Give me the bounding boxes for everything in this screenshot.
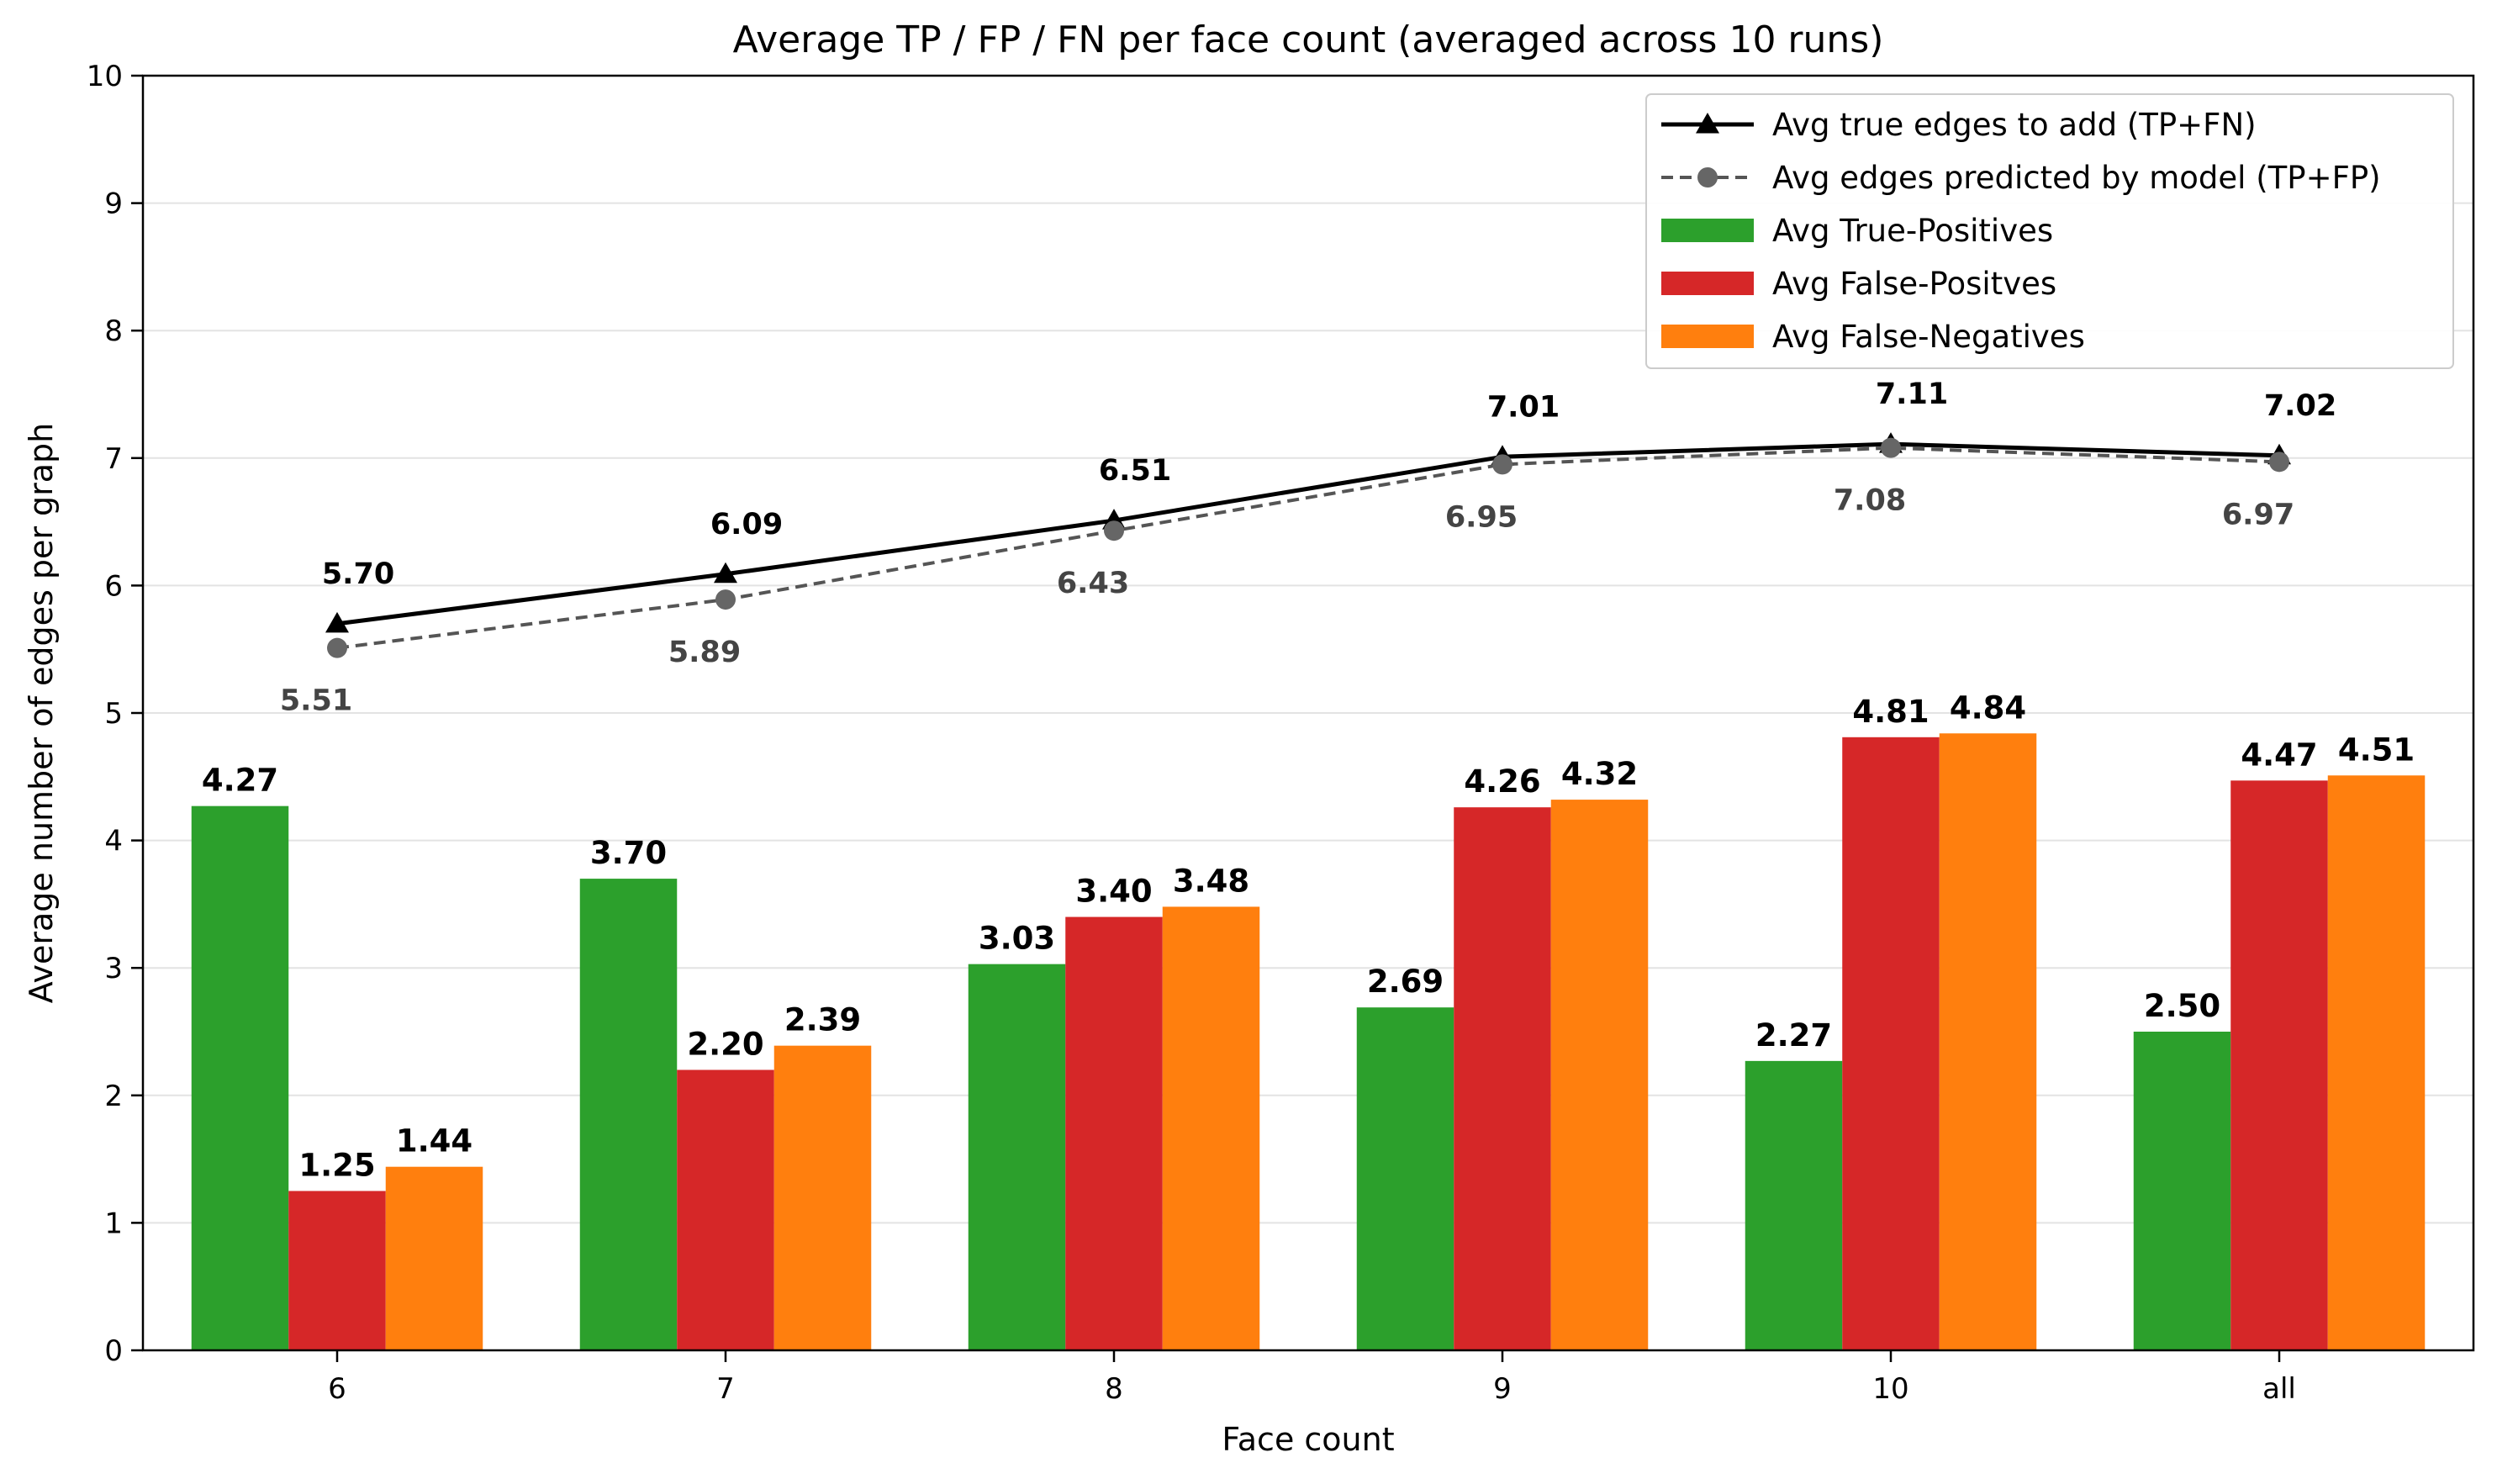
- y-tick-label: 4: [104, 825, 123, 858]
- point-marker: [325, 611, 349, 633]
- bar-value-label: 4.27: [202, 763, 278, 799]
- series-line: [336, 441, 2280, 626]
- grid-lines: [143, 202, 2473, 1224]
- line-value-label: 7.11: [1876, 378, 1948, 411]
- legend-color-swatch: [1661, 219, 1754, 242]
- x-tick-label: 7: [716, 1372, 735, 1406]
- bar: [2230, 780, 2328, 1350]
- y-tick-label: 8: [104, 314, 123, 348]
- bar: [1939, 733, 2037, 1350]
- bar: [385, 1166, 483, 1350]
- bar: [1162, 906, 1260, 1350]
- bar-value-label: 3.48: [1173, 863, 1249, 899]
- line-value-label: 6.97: [2222, 498, 2294, 531]
- bars: [191, 733, 2426, 1350]
- bar: [2133, 1032, 2231, 1350]
- y-tick-label: 6: [104, 569, 123, 603]
- bar: [288, 1191, 386, 1350]
- bar-value-label: 2.39: [784, 1002, 861, 1038]
- point-marker: [715, 589, 736, 610]
- data-labels: 4.27 3.70 3.03 2.69 2.27 2.50 1.25 2.20 3.40 4.26…: [202, 378, 2415, 1183]
- series-line: [336, 446, 2280, 650]
- bar-value-label: 1.25: [298, 1148, 375, 1184]
- y-axis-label: Average number of edges per graph: [23, 423, 60, 1004]
- y-tick-label: 2: [104, 1080, 123, 1113]
- x-tick-label: all: [2262, 1372, 2296, 1406]
- series-lines: [325, 432, 2291, 658]
- bar: [1454, 807, 1551, 1350]
- bar: [191, 805, 289, 1350]
- chart-title: Average TP / FP / FN per face count (ave…: [733, 18, 1884, 61]
- legend-color-swatch: [1661, 272, 1754, 295]
- bar-value-label: 4.32: [1561, 756, 1638, 792]
- bar-value-label: 4.26: [1464, 763, 1540, 800]
- bar-value-label: 4.81: [1852, 694, 1929, 730]
- bar-value-label: 4.47: [2241, 737, 2317, 773]
- bar: [579, 879, 678, 1350]
- point-marker: [2269, 452, 2289, 473]
- bar: [968, 964, 1066, 1350]
- x-tick-label: 10: [1872, 1372, 1908, 1406]
- legend: Avg true edges to add (TP+FN) Avg edges p…: [1645, 93, 2454, 369]
- line-value-label: 6.09: [710, 508, 783, 541]
- line-value-label: 6.95: [1445, 500, 1518, 534]
- point-marker: [714, 562, 737, 584]
- bar-value-label: 4.51: [2338, 731, 2415, 768]
- point-marker: [327, 637, 347, 658]
- line-value-label: 6.43: [1057, 567, 1129, 600]
- legend-entry-label: Avg True-Positives: [1772, 213, 2053, 249]
- legend-color-swatch: [1661, 325, 1754, 348]
- bar-value-label: 1.44: [396, 1123, 472, 1159]
- bar: [1842, 737, 1940, 1350]
- legend-entry-label: Avg False-Positves: [1772, 266, 2056, 302]
- point-marker: [1104, 520, 1124, 541]
- bar-value-label: 4.84: [1950, 689, 2026, 726]
- bar-value-label: 2.20: [687, 1026, 763, 1062]
- bar: [677, 1069, 774, 1350]
- y-tick-label: 9: [104, 187, 123, 221]
- bar-value-label: 3.40: [1075, 874, 1152, 910]
- bar: [1065, 916, 1163, 1350]
- x-tick-label: 6: [328, 1372, 346, 1406]
- line-value-label: 5.70: [322, 557, 394, 591]
- legend-entry-label: Avg False-Negatives: [1772, 319, 2085, 355]
- bar: [1745, 1060, 1843, 1350]
- bar: [1356, 1007, 1454, 1350]
- y-tick-label: 1: [104, 1207, 123, 1240]
- line-value-label: 6.51: [1099, 454, 1171, 488]
- line-value-label: 7.02: [2264, 389, 2336, 423]
- y-tick-label: 0: [104, 1334, 123, 1368]
- bar-value-label: 3.03: [979, 921, 1055, 957]
- y-tick-label: 3: [104, 952, 123, 985]
- line-value-label: 5.89: [668, 636, 741, 669]
- y-tick-label: 5: [104, 697, 123, 731]
- y-tick-label: 10: [87, 60, 123, 93]
- axis-ticks: 0 1 2 3 4 5 6 7 8 9 10 6 7 8 9 10 all: [87, 60, 2296, 1406]
- line-value-label: 5.51: [280, 684, 352, 718]
- legend-marker: [1697, 167, 1718, 187]
- y-tick-label: 7: [104, 442, 123, 476]
- point-marker: [1881, 437, 1901, 458]
- legend-marker: [1696, 113, 1719, 134]
- legend-entry-label: Avg edges predicted by model (TP+FP): [1772, 160, 2381, 196]
- x-tick-label: 9: [1493, 1372, 1512, 1406]
- line-value-label: 7.01: [1487, 390, 1560, 424]
- x-tick-label: 8: [1105, 1372, 1123, 1406]
- bar-value-label: 2.27: [1755, 1017, 1832, 1054]
- x-axis-label: Face count: [1222, 1421, 1394, 1458]
- legend-box: [1645, 93, 2454, 369]
- line-value-label: 7.08: [1834, 484, 1906, 518]
- bar-value-label: 2.69: [1367, 964, 1444, 1000]
- bar-value-label: 3.70: [590, 835, 667, 871]
- bar-value-label: 2.50: [2144, 988, 2220, 1024]
- bar: [2327, 775, 2426, 1350]
- legend-entry-label: Avg true edges to add (TP+FN): [1772, 107, 2257, 143]
- bar: [773, 1045, 872, 1350]
- point-marker: [1492, 454, 1512, 475]
- bar: [1550, 800, 1649, 1350]
